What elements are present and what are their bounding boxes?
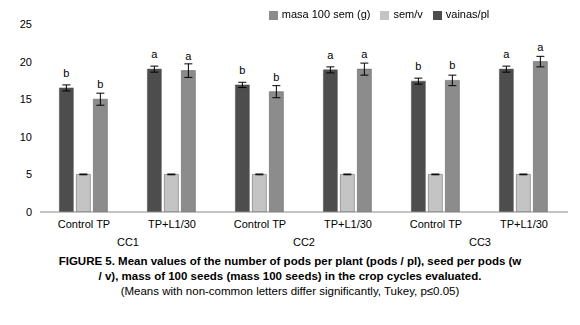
svg-text:a: a (185, 50, 192, 62)
svg-text:0: 0 (26, 206, 32, 218)
svg-text:15: 15 (20, 93, 32, 105)
svg-text:CC3: CC3 (469, 236, 491, 248)
svg-text:10: 10 (20, 131, 32, 143)
svg-text:CC2: CC2 (293, 236, 315, 248)
html-text:/ v), mass of 100 seeds (mass: / v), mass of 100 seeds (mass 100 seeds)… (98, 270, 482, 282)
svg-text:TP+L1/30: TP+L1/30 (500, 218, 548, 230)
svg-text:b: b (97, 78, 103, 90)
html-text:masa 100 sem (g): masa 100 sem (g) (281, 8, 371, 20)
svg-text:TP+L1/30: TP+L1/30 (324, 218, 372, 230)
svg-text:5: 5 (26, 168, 32, 180)
svg-text:a: a (361, 48, 368, 60)
html-text:vainas/pl: vainas/pl (445, 8, 490, 20)
svg-text:a: a (151, 48, 158, 60)
svg-text:Control TP: Control TP (234, 218, 286, 230)
svg-text:a: a (503, 48, 510, 60)
svg-text:CC1: CC1 (117, 236, 139, 248)
html-text:sem/v: sem/v (393, 8, 423, 20)
svg-text:20: 20 (20, 56, 32, 68)
svg-text:a: a (537, 41, 544, 53)
svg-text:b: b (239, 64, 245, 76)
svg-text:Control TP: Control TP (410, 218, 462, 230)
svg-text:a: a (327, 49, 334, 61)
html-text:(Means with non-common letters: (Means with non-common letters differ si… (120, 285, 460, 297)
svg-text:TP+L1/30: TP+L1/30 (148, 218, 196, 230)
svg-text:b: b (63, 67, 69, 79)
html-text:FIGURE 5. Mean values of the n: FIGURE 5. Mean values of the number of p… (58, 255, 522, 267)
svg-text:b: b (415, 60, 421, 72)
svg-text:b: b (273, 71, 279, 83)
svg-text:Control TP: Control TP (58, 218, 110, 230)
svg-text:b: b (449, 59, 455, 71)
svg-text:25: 25 (20, 18, 32, 30)
